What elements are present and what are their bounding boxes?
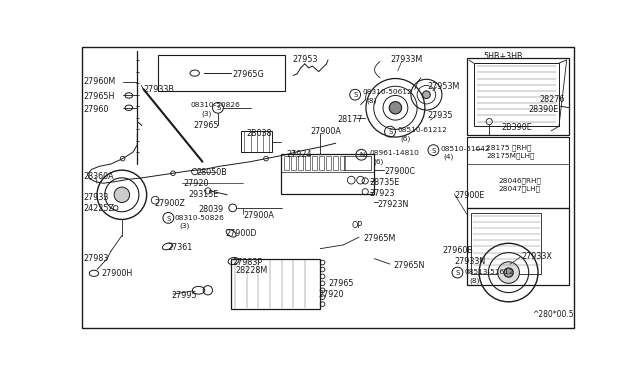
Text: N: N bbox=[360, 153, 365, 158]
Text: 27935: 27935 bbox=[428, 111, 452, 120]
Bar bbox=[291, 156, 296, 170]
Bar bbox=[474, 63, 559, 126]
Bar bbox=[312, 156, 317, 170]
Text: (8): (8) bbox=[367, 97, 377, 103]
Text: 28390E: 28390E bbox=[528, 105, 558, 114]
Text: S: S bbox=[432, 148, 436, 154]
Text: 08961-14810: 08961-14810 bbox=[369, 150, 419, 156]
Text: 08513-51612: 08513-51612 bbox=[465, 269, 514, 276]
Text: 27995: 27995 bbox=[172, 291, 197, 300]
Text: 27933M: 27933M bbox=[390, 55, 422, 64]
Text: 27983: 27983 bbox=[83, 254, 108, 263]
Text: 27920: 27920 bbox=[184, 179, 209, 187]
Text: 27900A: 27900A bbox=[244, 211, 275, 220]
Bar bbox=[284, 156, 289, 170]
Bar bbox=[472, 212, 541, 274]
Text: 28735E: 28735E bbox=[370, 178, 400, 187]
Text: 27900Z: 27900Z bbox=[154, 199, 185, 208]
Text: 08510-61212: 08510-61212 bbox=[397, 127, 447, 133]
Text: 27920: 27920 bbox=[318, 290, 344, 299]
Text: (6): (6) bbox=[373, 158, 383, 165]
Text: 08310-50826: 08310-50826 bbox=[191, 102, 241, 108]
Text: 27965: 27965 bbox=[329, 279, 355, 289]
Text: S: S bbox=[353, 92, 358, 98]
Text: S: S bbox=[216, 106, 221, 112]
Text: 08510-51642: 08510-51642 bbox=[440, 146, 490, 152]
Text: 28050B: 28050B bbox=[196, 168, 227, 177]
Text: 28276: 28276 bbox=[540, 95, 565, 104]
Text: 27923N: 27923N bbox=[378, 200, 409, 209]
Text: ^280*00.5: ^280*00.5 bbox=[532, 310, 573, 319]
Circle shape bbox=[498, 262, 520, 283]
Text: 27900A: 27900A bbox=[310, 127, 341, 136]
Text: (3): (3) bbox=[202, 111, 212, 117]
Bar bbox=[467, 137, 569, 208]
Text: OP: OP bbox=[351, 221, 362, 230]
Bar bbox=[344, 156, 371, 170]
Text: 28046〈RH〉: 28046〈RH〉 bbox=[499, 178, 541, 185]
Text: (6): (6) bbox=[401, 135, 412, 142]
Bar bbox=[231, 259, 320, 309]
Bar bbox=[333, 156, 338, 170]
Text: 27900H: 27900H bbox=[102, 269, 133, 279]
Text: 27960: 27960 bbox=[83, 105, 108, 114]
Text: 27923: 27923 bbox=[370, 189, 396, 198]
Bar bbox=[340, 156, 345, 170]
Text: 27900E: 27900E bbox=[454, 191, 484, 200]
Bar bbox=[467, 208, 569, 285]
Text: 27953: 27953 bbox=[292, 55, 318, 64]
Text: 27965: 27965 bbox=[193, 121, 219, 130]
Text: 27953M: 27953M bbox=[428, 81, 460, 91]
Text: 27900C: 27900C bbox=[385, 167, 415, 176]
Text: 24225Z: 24225Z bbox=[83, 204, 114, 213]
Text: 2B038: 2B038 bbox=[246, 129, 272, 138]
Bar bbox=[305, 156, 310, 170]
Text: 28039: 28039 bbox=[198, 205, 224, 214]
Text: (3): (3) bbox=[179, 222, 189, 229]
Text: 08310-50826: 08310-50826 bbox=[175, 215, 224, 221]
Text: 08310-50612: 08310-50612 bbox=[363, 89, 413, 94]
Text: (8): (8) bbox=[469, 278, 479, 285]
Bar bbox=[281, 154, 374, 194]
Text: 27933N: 27933N bbox=[454, 257, 486, 266]
Text: 27900D: 27900D bbox=[226, 230, 257, 238]
Circle shape bbox=[114, 187, 129, 202]
Bar bbox=[319, 156, 324, 170]
Text: 27933X: 27933X bbox=[521, 252, 552, 261]
Text: 27960B: 27960B bbox=[443, 246, 474, 256]
Text: 27960M: 27960M bbox=[83, 77, 115, 86]
Text: S: S bbox=[388, 129, 393, 135]
Circle shape bbox=[422, 91, 430, 99]
Text: 28175 〈RH〉: 28175 〈RH〉 bbox=[486, 145, 531, 151]
Circle shape bbox=[504, 268, 513, 277]
Text: 27933B: 27933B bbox=[143, 85, 175, 94]
Text: S: S bbox=[167, 216, 171, 222]
Text: 27933: 27933 bbox=[83, 193, 108, 202]
Text: 27965H: 27965H bbox=[83, 92, 115, 100]
Bar bbox=[298, 156, 303, 170]
Bar bbox=[326, 156, 331, 170]
Text: 27965N: 27965N bbox=[393, 261, 424, 270]
Text: 28177: 28177 bbox=[337, 115, 363, 124]
Bar bbox=[157, 55, 285, 91]
Text: 28175M〈LH〉: 28175M〈LH〉 bbox=[486, 153, 534, 159]
Text: 28228M: 28228M bbox=[235, 266, 268, 275]
Text: S: S bbox=[456, 270, 460, 276]
Text: 5HB+3HB: 5HB+3HB bbox=[483, 52, 522, 61]
Text: 29315E: 29315E bbox=[189, 190, 219, 199]
Text: 2B390E: 2B390E bbox=[502, 123, 532, 132]
Text: 28360A: 28360A bbox=[83, 172, 114, 181]
Text: 27965M: 27965M bbox=[363, 234, 396, 243]
Text: (4): (4) bbox=[444, 154, 454, 160]
Text: 28047〈LH〉: 28047〈LH〉 bbox=[499, 186, 541, 192]
Text: 27983P: 27983P bbox=[233, 258, 263, 267]
Text: 27361: 27361 bbox=[168, 243, 193, 252]
Text: 27965G: 27965G bbox=[233, 70, 264, 79]
Bar bbox=[467, 58, 569, 135]
Text: 27924: 27924 bbox=[286, 150, 312, 159]
Circle shape bbox=[389, 102, 402, 114]
Bar bbox=[241, 131, 272, 153]
